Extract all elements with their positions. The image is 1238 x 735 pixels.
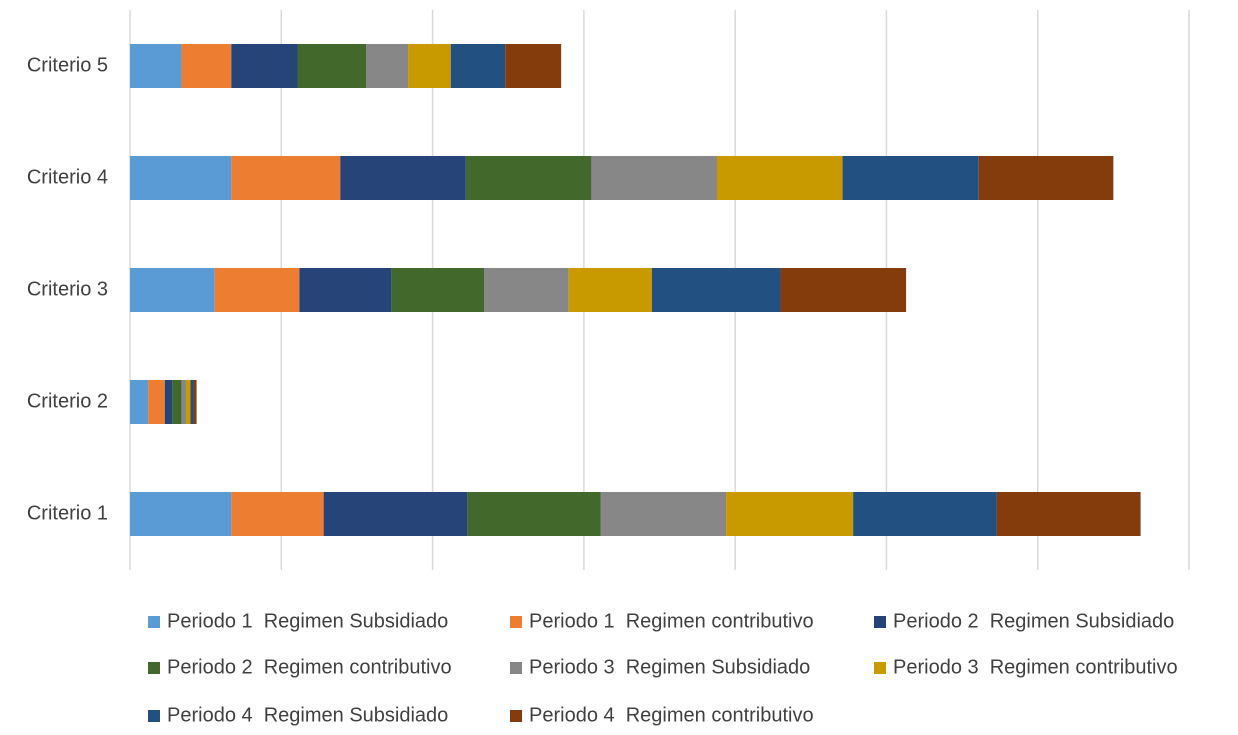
bar-segment	[853, 492, 997, 536]
legend-swatch	[510, 662, 522, 674]
bar-segment	[181, 44, 232, 88]
legend-label: Periodo 3 Regimen Subsidiado	[529, 656, 810, 678]
legend-label: Periodo 2 Regimen Subsidiado	[893, 610, 1174, 632]
y-tick-label: Criterio 3	[27, 278, 108, 300]
legend-swatch	[510, 710, 522, 722]
bar-segment	[505, 44, 562, 88]
bar-segment	[185, 380, 191, 424]
bar-segment	[716, 156, 843, 200]
legend-label: Periodo 4 Regimen contributivo	[529, 704, 814, 726]
bar-segment	[568, 268, 652, 312]
bar-segment	[340, 156, 466, 200]
legend-label: Periodo 2 Regimen contributivo	[167, 656, 452, 678]
bar-segment	[231, 156, 341, 200]
bar-segment	[366, 44, 409, 88]
bar-segment	[231, 44, 298, 88]
bar-segment	[130, 44, 182, 88]
legend-swatch	[874, 616, 886, 628]
legend-swatch	[148, 710, 160, 722]
bar-segment	[842, 156, 979, 200]
legend-swatch	[148, 616, 160, 628]
bar-segment	[591, 156, 717, 200]
y-tick-label: Criterio 1	[27, 502, 108, 524]
bar-segment	[978, 156, 1114, 200]
bar-segment	[231, 492, 324, 536]
bar-segment	[780, 268, 907, 312]
bar-segment	[726, 492, 854, 536]
bar-segment	[164, 380, 173, 424]
bar-segment	[181, 380, 186, 424]
bar-segment	[130, 268, 215, 312]
bar-segment	[996, 492, 1141, 536]
bar-segment	[651, 268, 781, 312]
y-tick-label: Criterio 2	[27, 390, 108, 412]
legend-label: Periodo 1 Regimen contributivo	[529, 610, 814, 632]
bar-segment	[130, 492, 232, 536]
bar-segment	[450, 44, 506, 88]
legend-swatch	[874, 662, 886, 674]
bar-segment	[148, 380, 165, 424]
bar-segment	[130, 156, 232, 200]
bar-segment	[130, 380, 149, 424]
legend-swatch	[148, 662, 160, 674]
bar-segment	[193, 380, 197, 424]
bar-segment	[323, 492, 468, 536]
bar-segment	[484, 268, 569, 312]
bar-segment	[465, 156, 592, 200]
bar-segment	[600, 492, 727, 536]
bar-segment	[297, 44, 367, 88]
legend-label: Periodo 3 Regimen contributivo	[893, 656, 1178, 678]
legend-label: Periodo 1 Regimen Subsidiado	[167, 610, 448, 632]
bar-segment	[190, 380, 194, 424]
bar-segment	[408, 44, 451, 88]
y-tick-label: Criterio 5	[27, 54, 108, 76]
legend-label: Periodo 4 Regimen Subsidiado	[167, 704, 448, 726]
bar-segment	[391, 268, 485, 312]
y-tick-label: Criterio 4	[27, 166, 108, 188]
bar-segment	[172, 380, 182, 424]
bar-segment	[467, 492, 601, 536]
bar-segment	[299, 268, 392, 312]
bar-segment	[214, 268, 300, 312]
legend-swatch	[510, 616, 522, 628]
